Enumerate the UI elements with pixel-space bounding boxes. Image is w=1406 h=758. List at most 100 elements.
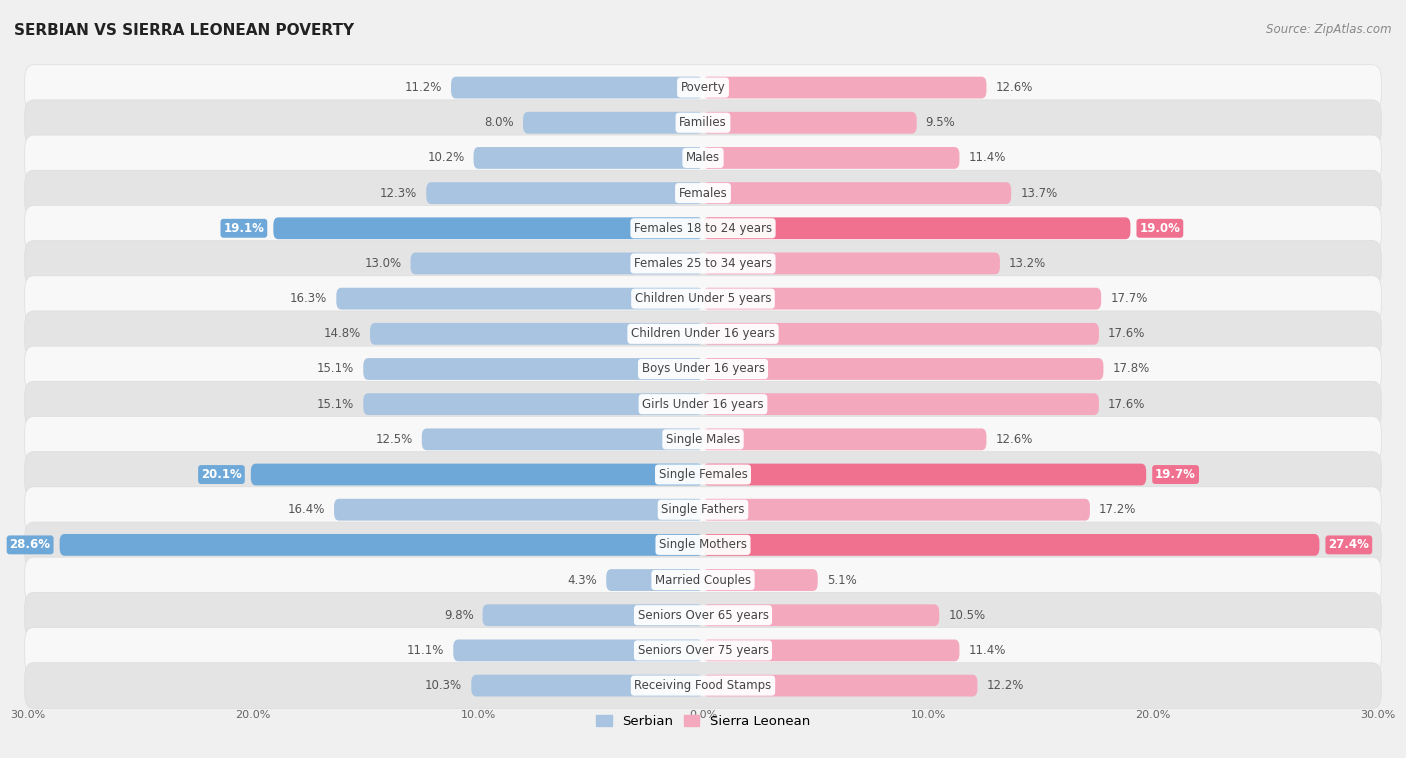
FancyBboxPatch shape — [273, 218, 703, 240]
FancyBboxPatch shape — [703, 464, 1146, 485]
FancyBboxPatch shape — [250, 464, 703, 485]
Text: 11.2%: 11.2% — [405, 81, 441, 94]
Text: 12.2%: 12.2% — [987, 679, 1024, 692]
Text: Single Mothers: Single Mothers — [659, 538, 747, 551]
Text: Children Under 16 years: Children Under 16 years — [631, 327, 775, 340]
FancyBboxPatch shape — [703, 428, 987, 450]
FancyBboxPatch shape — [336, 288, 703, 309]
Text: 16.3%: 16.3% — [290, 292, 328, 305]
Text: 13.7%: 13.7% — [1021, 186, 1057, 199]
FancyBboxPatch shape — [426, 182, 703, 204]
Text: Children Under 5 years: Children Under 5 years — [634, 292, 772, 305]
Text: 10.2%: 10.2% — [427, 152, 464, 164]
Text: 17.8%: 17.8% — [1112, 362, 1150, 375]
Text: 15.1%: 15.1% — [318, 362, 354, 375]
FancyBboxPatch shape — [25, 452, 1381, 497]
Text: 19.7%: 19.7% — [1156, 468, 1197, 481]
FancyBboxPatch shape — [335, 499, 703, 521]
Text: 4.3%: 4.3% — [568, 574, 598, 587]
Text: 17.2%: 17.2% — [1099, 503, 1136, 516]
FancyBboxPatch shape — [471, 675, 703, 697]
Text: 28.6%: 28.6% — [10, 538, 51, 551]
FancyBboxPatch shape — [703, 358, 1104, 380]
Text: 20.1%: 20.1% — [201, 468, 242, 481]
Text: 12.3%: 12.3% — [380, 186, 418, 199]
Text: 14.8%: 14.8% — [323, 327, 361, 340]
Text: 27.4%: 27.4% — [1329, 538, 1369, 551]
FancyBboxPatch shape — [703, 675, 977, 697]
FancyBboxPatch shape — [363, 358, 703, 380]
FancyBboxPatch shape — [606, 569, 703, 591]
FancyBboxPatch shape — [25, 276, 1381, 321]
FancyBboxPatch shape — [25, 240, 1381, 287]
Text: 9.5%: 9.5% — [925, 116, 956, 130]
Text: 10.5%: 10.5% — [948, 609, 986, 622]
Text: 10.3%: 10.3% — [425, 679, 463, 692]
FancyBboxPatch shape — [25, 522, 1381, 568]
FancyBboxPatch shape — [703, 323, 1099, 345]
Text: 12.6%: 12.6% — [995, 81, 1033, 94]
FancyBboxPatch shape — [25, 662, 1381, 709]
Legend: Serbian, Sierra Leonean: Serbian, Sierra Leonean — [591, 709, 815, 733]
FancyBboxPatch shape — [25, 487, 1381, 533]
FancyBboxPatch shape — [25, 592, 1381, 638]
FancyBboxPatch shape — [25, 381, 1381, 427]
FancyBboxPatch shape — [25, 311, 1381, 357]
FancyBboxPatch shape — [703, 499, 1090, 521]
FancyBboxPatch shape — [703, 393, 1099, 415]
Text: 13.2%: 13.2% — [1010, 257, 1046, 270]
Text: Single Fathers: Single Fathers — [661, 503, 745, 516]
Text: Seniors Over 75 years: Seniors Over 75 years — [637, 644, 769, 657]
FancyBboxPatch shape — [25, 205, 1381, 251]
Text: Seniors Over 65 years: Seniors Over 65 years — [637, 609, 769, 622]
Text: Females 18 to 24 years: Females 18 to 24 years — [634, 222, 772, 235]
FancyBboxPatch shape — [474, 147, 703, 169]
Text: 12.5%: 12.5% — [375, 433, 413, 446]
FancyBboxPatch shape — [703, 534, 1319, 556]
Text: Receiving Food Stamps: Receiving Food Stamps — [634, 679, 772, 692]
Text: 11.1%: 11.1% — [406, 644, 444, 657]
Text: Families: Families — [679, 116, 727, 130]
FancyBboxPatch shape — [703, 182, 1011, 204]
Text: 19.1%: 19.1% — [224, 222, 264, 235]
FancyBboxPatch shape — [703, 112, 917, 133]
FancyBboxPatch shape — [453, 640, 703, 661]
FancyBboxPatch shape — [523, 112, 703, 133]
Text: 15.1%: 15.1% — [318, 398, 354, 411]
Text: 13.0%: 13.0% — [364, 257, 402, 270]
FancyBboxPatch shape — [25, 557, 1381, 603]
Text: 17.7%: 17.7% — [1111, 292, 1147, 305]
FancyBboxPatch shape — [703, 77, 987, 99]
FancyBboxPatch shape — [703, 640, 959, 661]
Text: Source: ZipAtlas.com: Source: ZipAtlas.com — [1267, 23, 1392, 36]
FancyBboxPatch shape — [25, 416, 1381, 462]
Text: Males: Males — [686, 152, 720, 164]
Text: 5.1%: 5.1% — [827, 574, 856, 587]
FancyBboxPatch shape — [25, 64, 1381, 111]
FancyBboxPatch shape — [482, 604, 703, 626]
Text: Females: Females — [679, 186, 727, 199]
FancyBboxPatch shape — [25, 100, 1381, 146]
Text: 12.6%: 12.6% — [995, 433, 1033, 446]
FancyBboxPatch shape — [25, 171, 1381, 216]
FancyBboxPatch shape — [703, 604, 939, 626]
Text: 17.6%: 17.6% — [1108, 327, 1146, 340]
Text: 17.6%: 17.6% — [1108, 398, 1146, 411]
FancyBboxPatch shape — [59, 534, 703, 556]
Text: 9.8%: 9.8% — [444, 609, 474, 622]
FancyBboxPatch shape — [703, 252, 1000, 274]
Text: 8.0%: 8.0% — [485, 116, 515, 130]
Text: Single Males: Single Males — [666, 433, 740, 446]
FancyBboxPatch shape — [703, 569, 818, 591]
Text: Married Couples: Married Couples — [655, 574, 751, 587]
FancyBboxPatch shape — [25, 135, 1381, 181]
FancyBboxPatch shape — [703, 218, 1130, 240]
FancyBboxPatch shape — [363, 393, 703, 415]
Text: Females 25 to 34 years: Females 25 to 34 years — [634, 257, 772, 270]
Text: Poverty: Poverty — [681, 81, 725, 94]
Text: Girls Under 16 years: Girls Under 16 years — [643, 398, 763, 411]
FancyBboxPatch shape — [422, 428, 703, 450]
FancyBboxPatch shape — [25, 628, 1381, 673]
FancyBboxPatch shape — [370, 323, 703, 345]
FancyBboxPatch shape — [703, 147, 959, 169]
